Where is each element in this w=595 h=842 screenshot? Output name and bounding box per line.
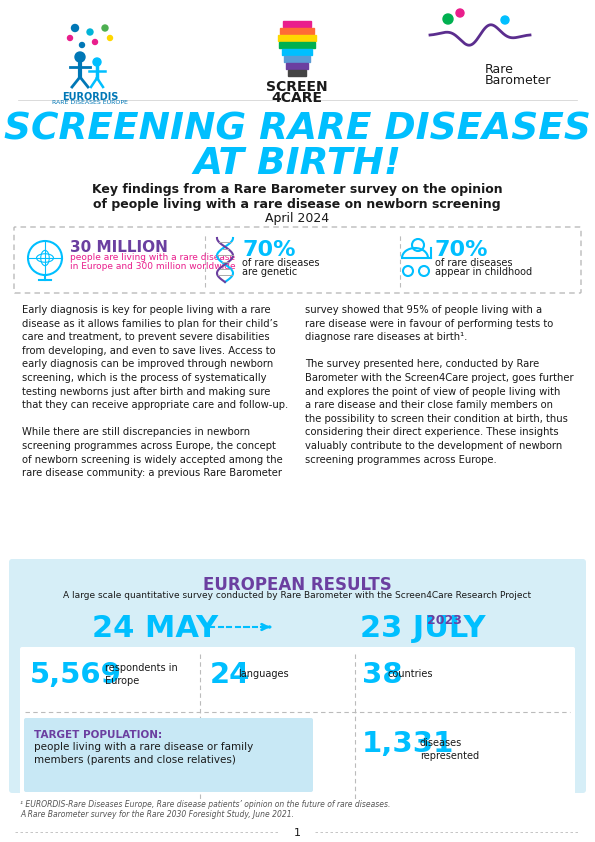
Text: 4CARE: 4CARE (271, 91, 322, 105)
FancyBboxPatch shape (14, 227, 581, 293)
Text: 23 JULY: 23 JULY (360, 614, 486, 643)
Text: 70%: 70% (435, 240, 488, 260)
Circle shape (108, 35, 112, 40)
Text: people living with a rare disease or family
members (parents and close relatives: people living with a rare disease or fam… (34, 742, 253, 765)
FancyBboxPatch shape (20, 647, 575, 806)
FancyBboxPatch shape (24, 718, 313, 792)
Circle shape (75, 52, 85, 62)
Text: Key findings from a Rare Barometer survey on the opinion
of people living with a: Key findings from a Rare Barometer surve… (92, 183, 502, 211)
Text: languages: languages (238, 669, 289, 679)
FancyBboxPatch shape (280, 28, 314, 34)
Text: 24 MAY: 24 MAY (92, 614, 218, 643)
Text: diseases
represented: diseases represented (420, 738, 479, 761)
Text: ¹ EURORDIS-Rare Diseases Europe, Rare disease patients’ opinion on the future of: ¹ EURORDIS-Rare Diseases Europe, Rare di… (20, 800, 390, 819)
FancyBboxPatch shape (288, 70, 306, 76)
Text: 24: 24 (210, 661, 250, 689)
Text: AT BIRTH!: AT BIRTH! (193, 146, 401, 182)
Text: 5,569: 5,569 (30, 661, 122, 689)
Circle shape (87, 29, 93, 35)
Circle shape (456, 9, 464, 17)
Text: in Europe and 300 million worldwide: in Europe and 300 million worldwide (70, 262, 236, 271)
Text: 38: 38 (362, 661, 402, 689)
Text: SCREENING RARE DISEASES: SCREENING RARE DISEASES (4, 112, 590, 148)
Text: April 2024: April 2024 (265, 212, 329, 225)
FancyBboxPatch shape (286, 63, 308, 69)
Circle shape (67, 35, 73, 40)
Text: are genetic: are genetic (242, 267, 298, 277)
Text: people are living with a rare disease: people are living with a rare disease (70, 253, 235, 262)
Text: respondents in
Europe: respondents in Europe (105, 663, 178, 686)
Text: of rare diseases: of rare diseases (435, 258, 512, 268)
Circle shape (92, 40, 98, 45)
Circle shape (80, 42, 84, 47)
Circle shape (93, 58, 101, 66)
Text: Barometer: Barometer (485, 74, 552, 87)
Circle shape (443, 14, 453, 24)
Text: RARE DISEASES EUROPE: RARE DISEASES EUROPE (52, 100, 128, 105)
Text: TARGET POPULATION:: TARGET POPULATION: (34, 730, 162, 740)
Circle shape (102, 25, 108, 31)
Text: Rare: Rare (485, 63, 514, 76)
Circle shape (501, 16, 509, 24)
FancyBboxPatch shape (282, 49, 312, 55)
FancyBboxPatch shape (278, 35, 316, 41)
Text: 30 MILLION: 30 MILLION (70, 240, 168, 255)
Text: survey showed that 95% of people living with a
rare disease were in favour of pe: survey showed that 95% of people living … (305, 305, 574, 465)
Text: countries: countries (388, 669, 434, 679)
Text: 70%: 70% (242, 240, 296, 260)
Text: SCREEN: SCREEN (266, 80, 328, 94)
FancyBboxPatch shape (284, 56, 310, 62)
FancyBboxPatch shape (279, 42, 315, 48)
Text: of rare diseases: of rare diseases (242, 258, 320, 268)
Text: appear in childhood: appear in childhood (435, 267, 532, 277)
Text: 2023: 2023 (427, 614, 462, 627)
Text: Early diagnosis is key for people living with a rare
disease as it allows famili: Early diagnosis is key for people living… (22, 305, 288, 478)
Text: 1,331: 1,331 (362, 730, 455, 758)
Circle shape (71, 24, 79, 31)
Text: A large scale quantitative survey conducted by Rare Barometer with the Screen4Ca: A large scale quantitative survey conduc… (63, 591, 531, 600)
Text: EUROPEAN RESULTS: EUROPEAN RESULTS (203, 576, 392, 594)
FancyBboxPatch shape (9, 559, 586, 793)
FancyBboxPatch shape (283, 21, 311, 27)
Text: EURORDIS: EURORDIS (62, 92, 118, 102)
Text: 1: 1 (293, 828, 300, 838)
